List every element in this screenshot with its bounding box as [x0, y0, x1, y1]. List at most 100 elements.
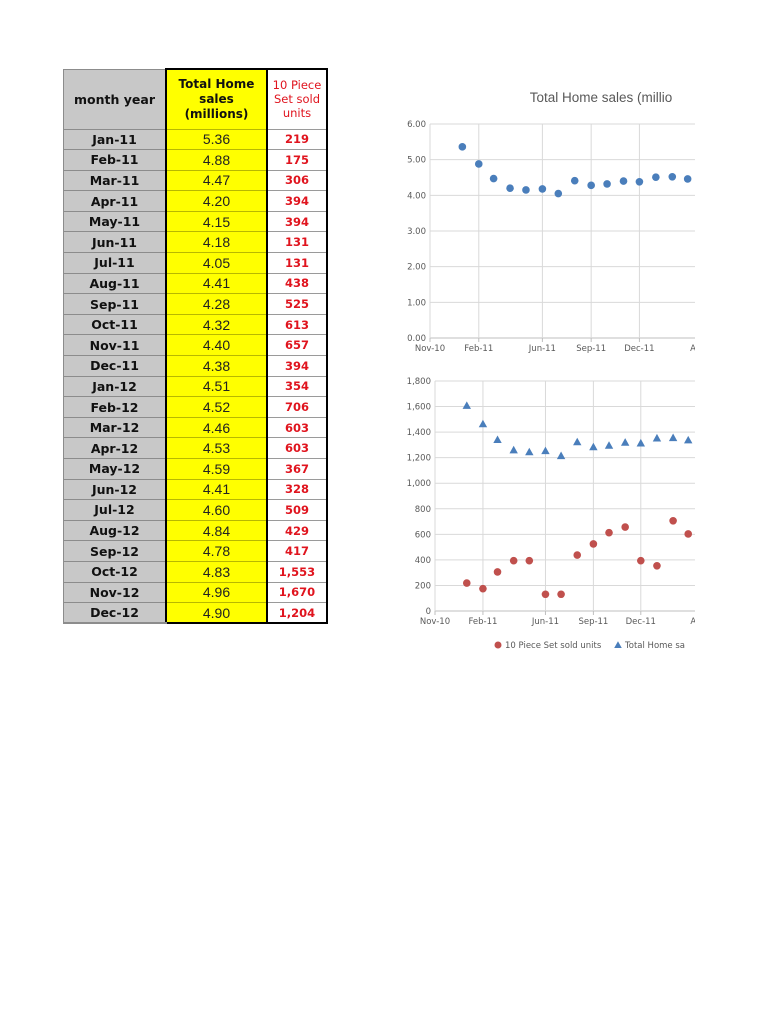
table-row: Mar-12 4.46 603	[63, 416, 328, 439]
x-tick-label: Apr-12	[690, 617, 695, 627]
data-point	[573, 551, 582, 559]
data-point	[635, 177, 644, 186]
legend-label-units: 10 Piece Set sold units	[505, 641, 602, 651]
y-tick-label: 200	[415, 581, 431, 591]
data-point	[684, 530, 693, 538]
cell-sales: 4.88	[165, 149, 268, 171]
triangle-point	[462, 401, 471, 409]
y-tick-label: 1,400	[407, 428, 431, 438]
data-point	[570, 176, 579, 185]
cell-month: Sep-11	[63, 293, 167, 315]
table-row: Aug-12 4.84 429	[63, 519, 328, 542]
cell-units: 509	[266, 499, 328, 521]
cell-units: 354	[266, 375, 328, 398]
data-point	[557, 590, 565, 599]
data-point	[589, 540, 598, 548]
table-header-row: month year Total Home sales (millions) 1…	[63, 68, 328, 130]
header-total-home-sales: Total Home sales (millions)	[165, 68, 268, 130]
data-point	[489, 174, 498, 183]
cell-month: May-12	[63, 458, 167, 480]
table-row: Dec-12 4.90 1,204	[63, 602, 328, 625]
cell-units: 328	[266, 478, 328, 501]
cell-month: Mar-11	[63, 169, 167, 192]
data-point	[637, 556, 645, 565]
cell-units: 613	[266, 313, 328, 336]
table-row: Oct-11 4.32 613	[63, 313, 328, 336]
cell-units: 219	[266, 128, 328, 151]
triangle-point	[573, 437, 582, 446]
table-row: Jan-12 4.51 354	[63, 375, 328, 398]
cell-units: 131	[266, 252, 328, 274]
cell-month: Dec-11	[63, 355, 167, 377]
triangle-point	[493, 435, 502, 444]
cell-units: 438	[266, 272, 328, 295]
cell-sales: 4.46	[165, 416, 268, 439]
cell-month: Oct-12	[63, 560, 167, 583]
home-sales-chart: Total Home sales (millio 0.00 1.00 2.00 3.0…	[407, 90, 695, 354]
triangle-point	[684, 435, 693, 444]
cell-sales: 4.96	[165, 581, 268, 604]
cell-units: 1,204	[266, 602, 328, 625]
data-point	[554, 189, 563, 198]
cell-month: Jul-11	[63, 252, 167, 274]
x-tick-label: Sep-11	[576, 344, 606, 354]
data-point	[541, 590, 550, 599]
x-tick-label: Nov-10	[415, 344, 445, 354]
cell-units: 417	[266, 540, 328, 562]
cell-units: 131	[266, 231, 328, 254]
x-tick-label: Dec-11	[624, 344, 654, 354]
y-tick-label: 6.00	[407, 120, 426, 130]
cell-month: Feb-12	[63, 396, 167, 418]
triangle-point	[525, 447, 534, 456]
table-row: Sep-12 4.78 417	[63, 540, 328, 562]
cell-units: 603	[266, 416, 328, 439]
cell-units: 1,670	[266, 581, 328, 604]
cell-sales: 4.52	[165, 396, 268, 418]
cell-month: Sep-12	[63, 540, 167, 562]
table-row: Oct-12 4.83 1,553	[63, 560, 328, 583]
x-tick-label: Nov-10	[420, 617, 450, 627]
data-point	[653, 561, 661, 570]
x-tick-label: Jun-11	[528, 344, 556, 354]
cell-month: Nov-12	[63, 581, 167, 604]
x-tick-label: Jun-11	[531, 617, 559, 627]
triangle-point	[620, 438, 630, 446]
data-point	[506, 184, 514, 192]
triangle-point	[604, 441, 614, 449]
triangle-point	[652, 433, 662, 442]
header-piece-set-units: 10 Piece Set sold units	[266, 68, 328, 130]
cell-sales: 4.41	[165, 478, 268, 501]
cell-month: Jun-12	[63, 478, 167, 501]
data-point	[603, 180, 611, 188]
cell-sales: 4.84	[165, 519, 268, 542]
y-tick-label: 3.00	[407, 227, 426, 237]
data-point	[587, 181, 595, 190]
y-tick-label: 2.00	[407, 263, 426, 273]
cell-sales: 4.20	[165, 190, 268, 212]
cell-month: Apr-12	[63, 437, 167, 459]
cell-month: May-11	[63, 210, 167, 233]
triangle-point	[636, 438, 646, 447]
y-tick-label: 800	[415, 505, 431, 515]
cell-month: Jul-12	[63, 499, 167, 521]
cell-month: Jan-11	[63, 128, 167, 151]
table-row: Jun-11 4.18 131	[63, 231, 328, 254]
table-row: May-12 4.59 367	[63, 458, 328, 480]
data-point	[669, 516, 677, 525]
y-tick-label: 400	[415, 556, 431, 566]
y-tick-label: 0	[426, 607, 431, 617]
table-row: Dec-11 4.38 394	[63, 355, 328, 377]
cell-month: Aug-12	[63, 519, 167, 542]
cell-month: Aug-11	[63, 272, 167, 295]
table-row: Feb-11 4.88 175	[63, 149, 328, 171]
header-month-year: month year	[63, 68, 167, 130]
cell-sales: 4.90	[165, 602, 268, 625]
x-tick-label: Apr-12	[690, 344, 695, 354]
cell-sales: 4.15	[165, 210, 268, 233]
x-tick-label: Feb-11	[464, 344, 493, 354]
table-row: Feb-12 4.52 706	[63, 396, 328, 418]
y-tick-label: 1,200	[407, 454, 431, 464]
table-row: Apr-11 4.20 394	[63, 190, 328, 212]
data-point	[509, 556, 518, 565]
data-point	[525, 556, 534, 565]
